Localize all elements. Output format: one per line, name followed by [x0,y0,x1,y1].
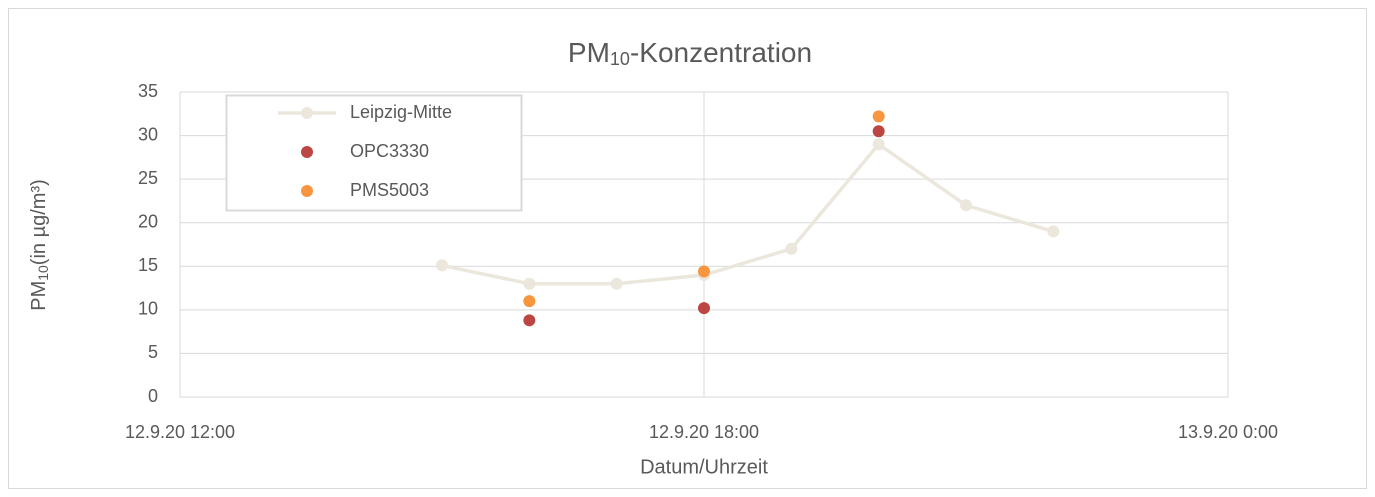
y-tick-label: 20 [138,211,158,231]
data-point [523,295,536,308]
y-title-part: (in µg/m³) [28,179,50,265]
y-tick-label: 5 [148,342,158,362]
x-axis-title: Datum/Uhrzeit [640,456,768,478]
title-part: PM [568,37,610,68]
data-point [872,110,885,123]
data-point [436,259,448,272]
y-tick-label: 25 [138,168,158,188]
legend-box [225,94,523,212]
y-tick-label: 0 [148,386,158,406]
y-tick-label: 10 [138,299,158,319]
data-point [960,199,972,212]
y-axis-title: PM10(in µg/m³) [28,179,51,311]
data-point [872,138,885,151]
data-point [698,302,710,315]
x-tick-label: 12.9.20 12:00 [125,422,235,442]
data-point [785,242,798,255]
data-point [1047,225,1060,238]
y-title-part: PM [28,281,50,311]
legend-marker [301,107,313,119]
legend-marker [301,146,313,158]
legend-label: OPC3330 [350,141,429,161]
legend-label: Leipzig-Mitte [350,102,452,122]
x-tick-label: 12.9.20 18:00 [649,422,759,442]
y-tick-label: 15 [138,255,158,275]
data-point [523,277,536,290]
y-title-subscript: 10 [35,265,51,281]
data-point [872,125,885,138]
data-point [610,277,623,290]
series-line [441,141,1054,286]
y-tick-label: 30 [138,124,158,144]
legend-label: PMS5003 [350,180,429,200]
x-tick-label: 13.9.20 0:00 [1178,422,1278,442]
y-tick-label: 35 [138,81,158,101]
title-subscript: 10 [610,49,630,69]
legend-marker [301,185,313,197]
chart-frame [8,8,1367,489]
chart-title: PM10-Konzentration [568,37,812,69]
data-point [698,265,710,278]
title-part: -Konzentration [630,37,812,68]
data-point [523,314,536,327]
